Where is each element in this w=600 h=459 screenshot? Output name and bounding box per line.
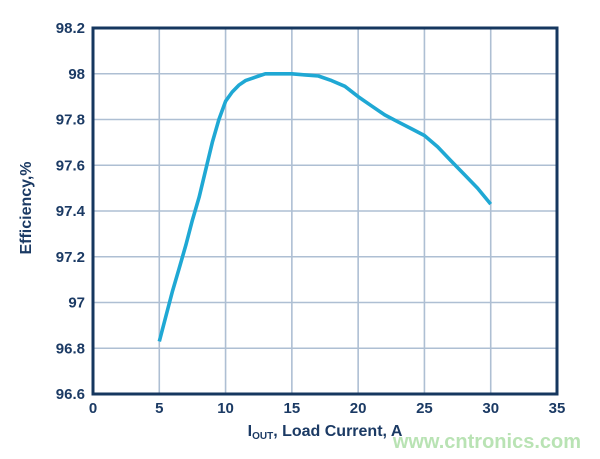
x-tick-label: 10 [217,400,234,417]
x-tick-label: 20 [350,400,367,417]
x-tick-label: 25 [416,400,433,417]
y-tick-label: 96.6 [56,386,85,403]
x-axis-label-rest: , Load Current, A [273,423,403,440]
y-tick-label: 97.2 [56,249,85,266]
x-tick-label: 5 [155,400,163,417]
x-tick-label: 35 [549,400,566,417]
x-tick-label: 30 [482,400,499,417]
x-tick-label: 15 [284,400,301,417]
y-tick-label: 98.2 [56,20,85,37]
y-tick-label: 97.8 [56,112,85,129]
y-axis-label: Efficiency,% [18,161,35,255]
x-axis-label-subscript: OUT [252,431,274,442]
x-axis-label-symbol: I [247,423,253,440]
watermark-text: www.cntronics.com [392,431,581,453]
y-tick-label: 96.8 [56,340,85,357]
efficiency-curve [157,72,493,342]
axes-frame [91,26,559,396]
y-tick-label: 98 [68,66,85,83]
y-tick-label: 97.6 [56,157,85,174]
x-axis-label: IOUT, Load Current, A [93,423,557,442]
y-tick-label: 97.4 [56,203,86,220]
x-tick-label: 0 [89,400,97,417]
y-tick-label: 97 [68,295,85,312]
